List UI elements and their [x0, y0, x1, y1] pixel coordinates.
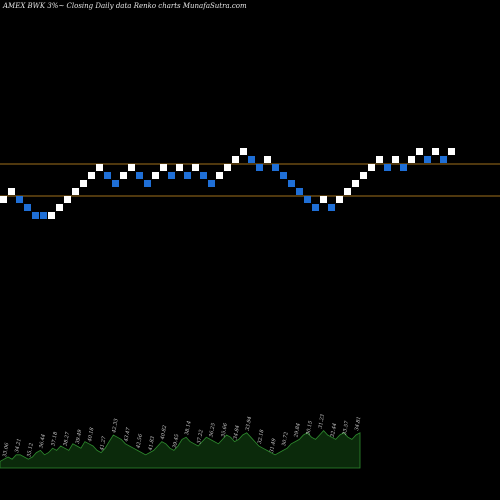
volume-label: 31.23: [318, 414, 326, 429]
up-brick: [408, 156, 415, 163]
down-brick: [296, 188, 303, 195]
up-brick: [176, 164, 183, 171]
volume-label: 33.06: [2, 442, 11, 458]
up-brick: [352, 180, 359, 187]
down-brick: [32, 212, 39, 219]
up-brick: [96, 164, 103, 171]
volume-label: 43.47: [123, 426, 132, 443]
up-brick: [240, 148, 247, 155]
down-brick: [136, 172, 143, 179]
volume-label: 33.94: [245, 416, 253, 431]
down-brick: [424, 156, 431, 163]
volume-label: 41.27: [99, 435, 108, 452]
up-brick: [8, 188, 15, 195]
down-brick: [208, 180, 215, 187]
down-brick: [24, 204, 31, 211]
volume-label: 34.21: [14, 438, 22, 453]
down-brick: [288, 180, 295, 187]
down-brick: [112, 180, 119, 187]
volume-label: 30.15: [306, 420, 314, 435]
down-brick: [184, 172, 191, 179]
volume-label: 38.27: [63, 431, 72, 447]
volume-label: 35.66: [221, 422, 230, 438]
up-brick: [232, 156, 239, 163]
up-brick: [72, 188, 79, 195]
down-brick: [280, 172, 287, 179]
down-brick: [400, 164, 407, 171]
volume-label: 39.45: [172, 434, 180, 449]
up-brick: [80, 180, 87, 187]
up-brick: [224, 164, 231, 171]
down-brick: [328, 204, 335, 211]
volume-label: 32.44: [330, 423, 338, 438]
volume-label: 40.18: [87, 427, 96, 443]
down-brick: [144, 180, 151, 187]
volume-label: 30.72: [281, 431, 289, 446]
volume-label: 41.83: [148, 436, 157, 452]
up-brick: [376, 156, 383, 163]
down-brick: [256, 164, 263, 171]
up-brick: [88, 172, 95, 179]
up-brick: [120, 172, 127, 179]
up-brick: [344, 188, 351, 195]
up-brick: [0, 196, 7, 203]
down-brick: [16, 196, 23, 203]
up-brick: [56, 204, 63, 211]
volume-label: 37.22: [196, 429, 204, 444]
volume-area: [0, 430, 361, 469]
down-brick: [168, 172, 175, 179]
up-brick: [48, 212, 55, 219]
down-brick: [384, 164, 391, 171]
up-brick: [216, 172, 223, 179]
up-brick: [448, 148, 455, 155]
up-brick: [264, 156, 271, 163]
volume-label: 40.82: [160, 425, 169, 441]
volume-label: 29.84: [293, 423, 302, 439]
volume-label: 42.33: [111, 418, 120, 434]
volume-label: 36.25: [208, 423, 216, 438]
volume-label: 34.84: [233, 425, 241, 440]
volume-label: 39.49: [75, 428, 84, 444]
up-brick: [360, 172, 367, 179]
down-brick: [200, 172, 207, 179]
up-brick: [320, 196, 327, 203]
up-brick: [152, 172, 159, 179]
up-brick: [160, 164, 167, 171]
up-brick: [192, 164, 199, 171]
down-brick: [248, 156, 255, 163]
up-brick: [432, 148, 439, 155]
volume-label: 38.14: [184, 420, 192, 435]
down-brick: [312, 204, 319, 211]
volume-label: 37.18: [51, 431, 59, 446]
up-brick: [368, 164, 375, 171]
down-brick: [304, 196, 311, 203]
volume-label: 36.44: [38, 434, 46, 449]
volume-label: 32.18: [257, 429, 265, 444]
chart-title: AMEX BWK 3%~ Closing Daily data Renko ch…: [3, 2, 247, 10]
volume-label: 33.57: [342, 420, 351, 436]
down-brick: [440, 156, 447, 163]
up-brick: [392, 156, 399, 163]
volume-label: 42.56: [135, 433, 144, 450]
down-brick: [104, 172, 111, 179]
down-brick: [40, 212, 47, 219]
down-brick: [272, 164, 279, 171]
up-brick: [64, 196, 71, 203]
up-brick: [336, 196, 343, 203]
volume-label: 31.49: [269, 437, 278, 453]
volume-label: 35.12: [26, 442, 34, 457]
up-brick: [416, 148, 423, 155]
up-brick: [128, 164, 135, 171]
volume-label: 34.81: [354, 416, 362, 431]
